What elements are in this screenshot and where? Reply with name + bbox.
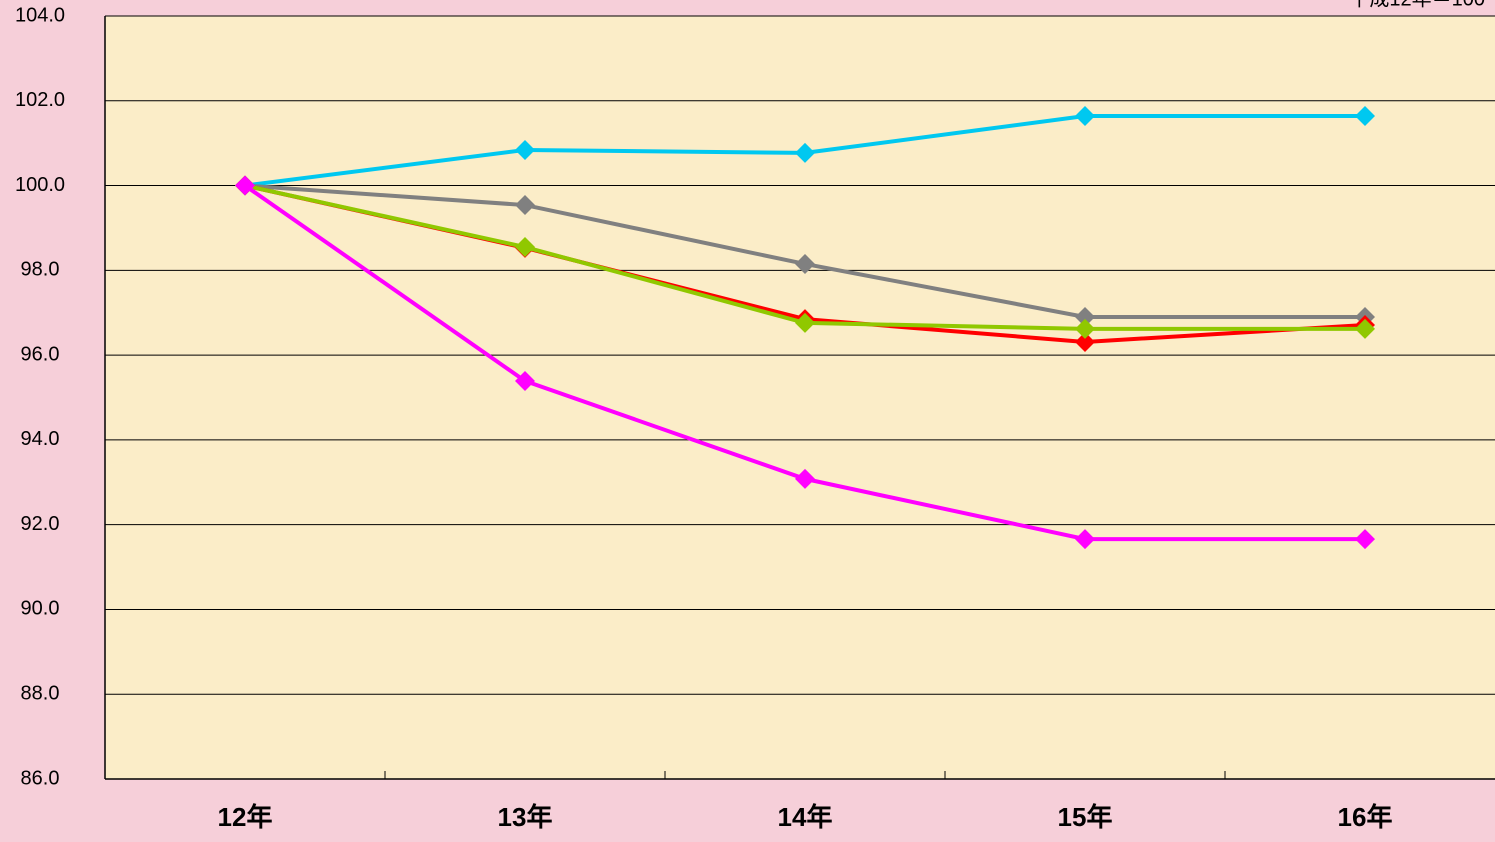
y-tick-label: 88.0	[21, 683, 60, 705]
annotation: 平成12年＝100	[1349, 0, 1485, 10]
marker	[515, 195, 535, 216]
y-tick-label: 86.0	[21, 767, 60, 789]
marker	[1075, 331, 1095, 352]
y-tick-label: 102.0	[15, 89, 65, 111]
marker	[515, 139, 535, 160]
x-tick-label: 12年	[218, 802, 273, 832]
marker	[1355, 318, 1375, 339]
marker	[515, 237, 535, 258]
marker	[1075, 106, 1095, 127]
y-tick-label: 104.0	[15, 4, 65, 26]
y-tick-label: 100.0	[15, 174, 65, 196]
marker	[795, 468, 815, 489]
y-tick-label: 94.0	[21, 428, 60, 450]
plot-area	[105, 16, 1495, 779]
y-tick-label: 92.0	[21, 513, 60, 535]
marker	[1355, 529, 1375, 550]
y-tick-label: 98.0	[21, 259, 60, 281]
marker	[795, 253, 815, 274]
x-tick-label: 16年	[1338, 802, 1393, 832]
y-tick-label: 96.0	[21, 343, 60, 365]
marker	[235, 175, 255, 196]
marker	[795, 142, 815, 163]
y-tick-label: 90.0	[21, 598, 60, 620]
marker	[515, 370, 535, 391]
marker	[1075, 306, 1095, 327]
x-tick-label: 15年	[1058, 802, 1113, 832]
marker	[795, 312, 815, 333]
x-tick-label: 13年	[498, 802, 553, 832]
marker	[1075, 318, 1095, 339]
x-tick-label: 14年	[778, 802, 833, 832]
marker	[1075, 529, 1095, 550]
marker	[1355, 106, 1375, 127]
